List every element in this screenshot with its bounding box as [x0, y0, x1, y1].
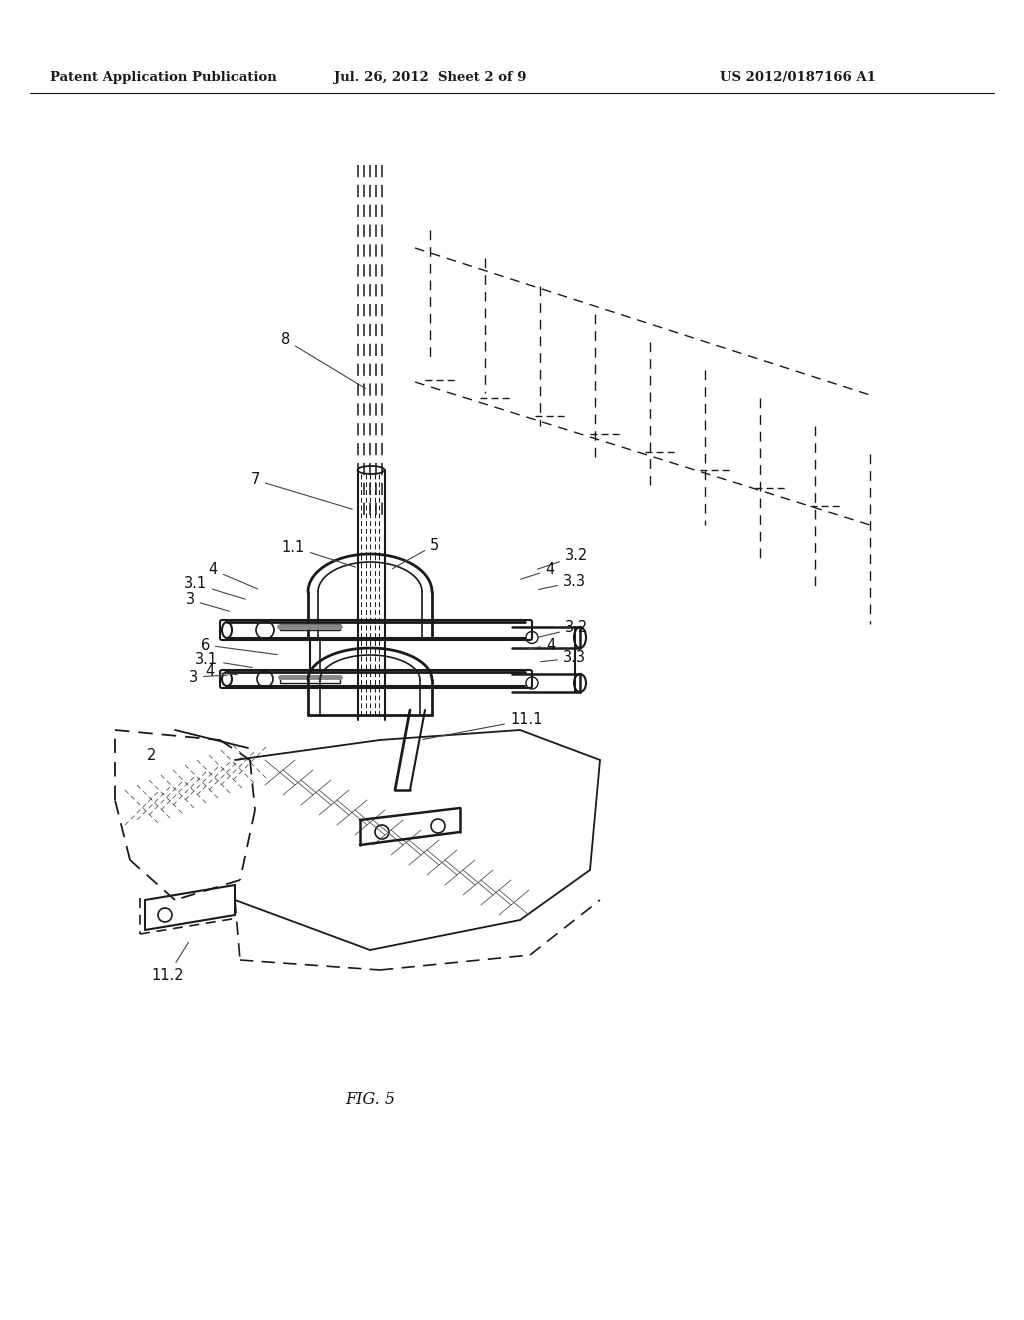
- Text: 6: 6: [201, 638, 278, 655]
- Text: FIG. 5: FIG. 5: [345, 1092, 395, 1109]
- Text: 3: 3: [186, 593, 229, 611]
- Text: 4: 4: [524, 638, 555, 652]
- Ellipse shape: [574, 627, 586, 648]
- Text: 4: 4: [520, 562, 554, 579]
- Bar: [280, 676, 340, 682]
- Ellipse shape: [222, 672, 232, 686]
- Text: 1.1: 1.1: [282, 540, 355, 568]
- Ellipse shape: [222, 622, 232, 638]
- Text: 7: 7: [251, 473, 352, 510]
- Text: 3.2: 3.2: [538, 549, 588, 569]
- Text: 4: 4: [206, 664, 238, 680]
- Text: 4: 4: [209, 562, 257, 589]
- Text: Patent Application Publication: Patent Application Publication: [50, 71, 276, 84]
- Text: 3.2: 3.2: [538, 620, 588, 638]
- Bar: [280, 624, 340, 630]
- Ellipse shape: [574, 675, 586, 692]
- Text: US 2012/0187166 A1: US 2012/0187166 A1: [720, 71, 876, 84]
- Text: Jul. 26, 2012  Sheet 2 of 9: Jul. 26, 2012 Sheet 2 of 9: [334, 71, 526, 84]
- Text: 3.1: 3.1: [184, 577, 246, 599]
- Text: 5: 5: [392, 537, 439, 569]
- Text: 11.2: 11.2: [152, 942, 188, 982]
- Text: 3.3: 3.3: [541, 651, 586, 665]
- Text: 3: 3: [188, 669, 227, 685]
- Text: 8: 8: [281, 333, 366, 388]
- Text: 3.1: 3.1: [195, 652, 252, 668]
- Text: 2: 2: [147, 747, 157, 763]
- Text: 3.3: 3.3: [539, 574, 586, 590]
- Text: 11.1: 11.1: [423, 713, 543, 739]
